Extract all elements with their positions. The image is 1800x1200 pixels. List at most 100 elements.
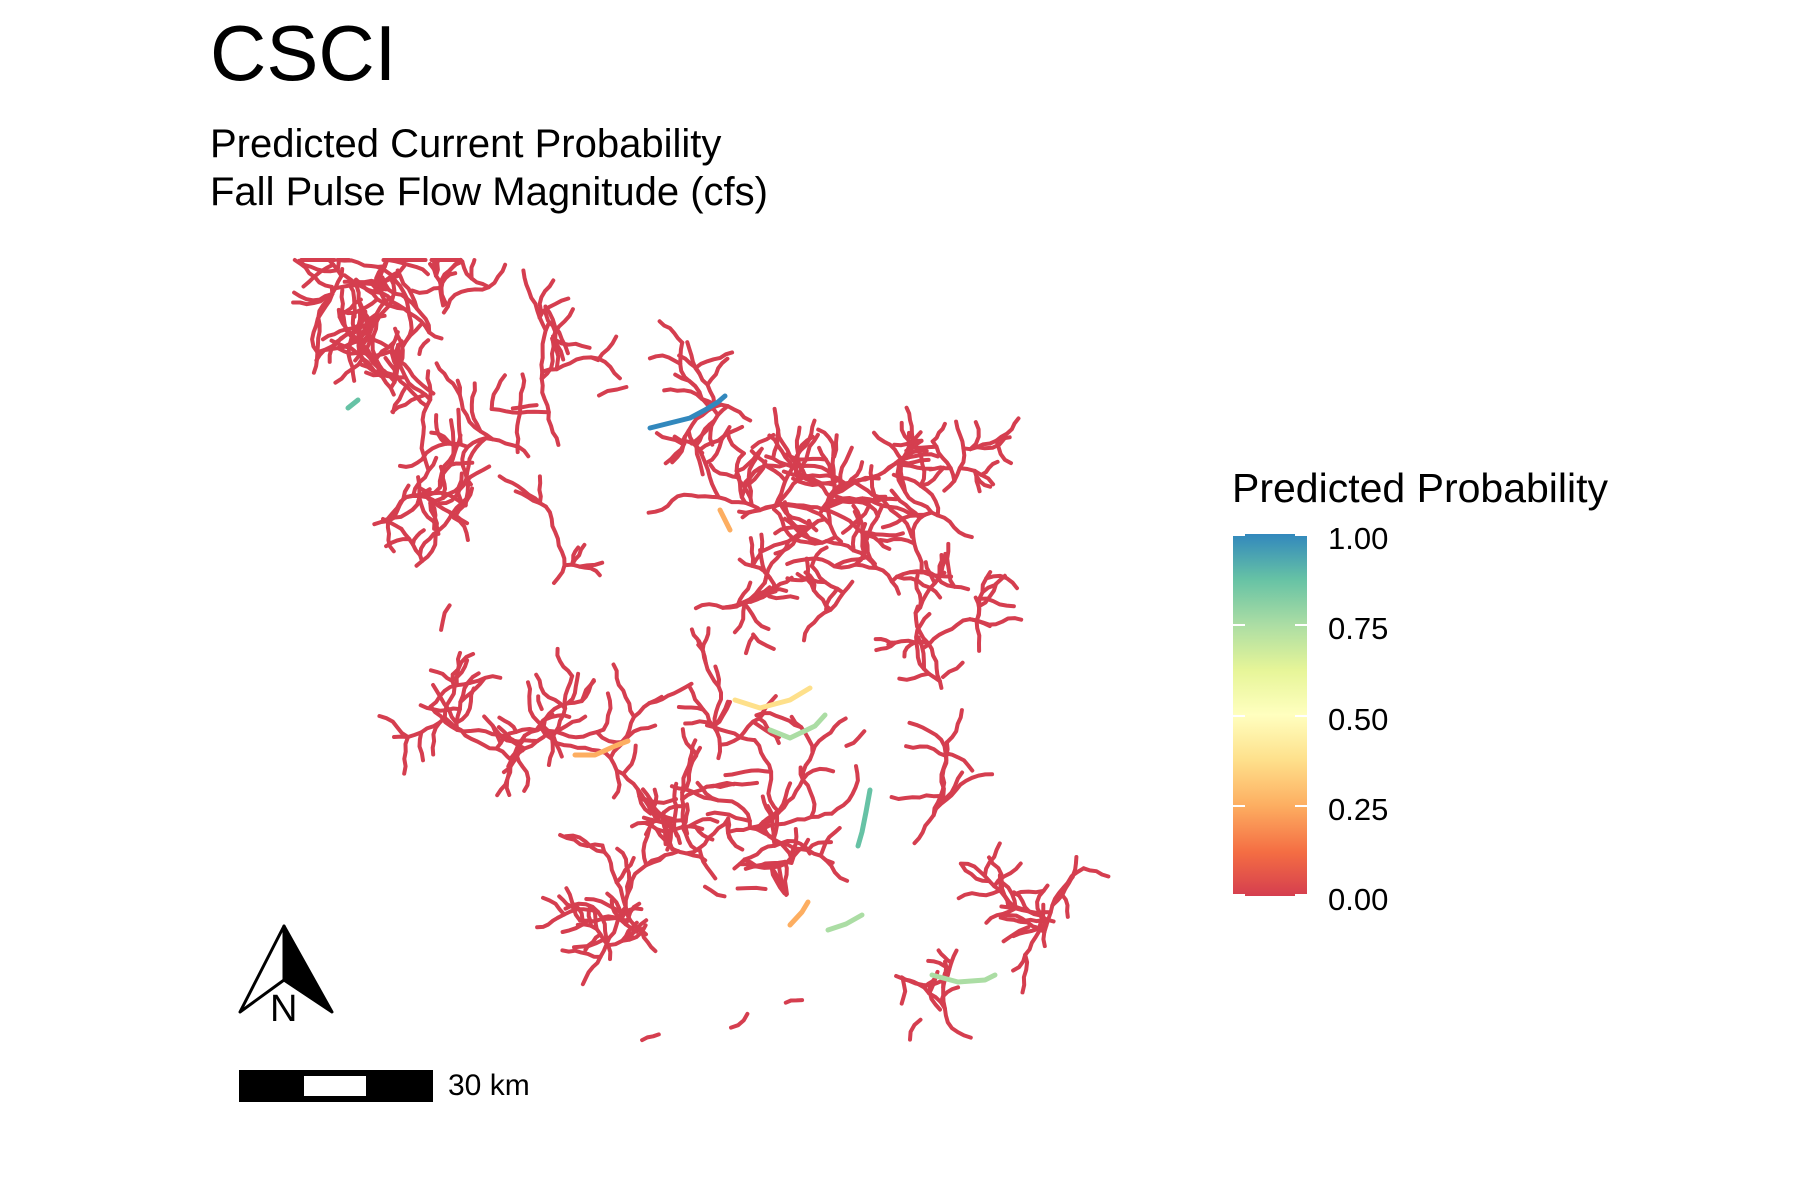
- stream-fragment: [650, 787, 659, 812]
- stream-segment: [539, 726, 606, 740]
- stream-segment: [402, 735, 410, 776]
- stream-segment: [680, 802, 690, 830]
- stream-segment: [410, 285, 444, 295]
- stream-segment: [642, 818, 682, 845]
- stream-segment: [873, 637, 897, 645]
- stream-segment: [402, 293, 414, 343]
- stream-segment: [918, 465, 946, 488]
- stream-segment: [371, 340, 396, 365]
- stream-segment: [717, 711, 766, 747]
- stream-segment: [291, 292, 335, 307]
- stream-fragment: [438, 280, 446, 308]
- stream-segment: [1020, 952, 1030, 995]
- stream-segment: [761, 590, 800, 601]
- stream-segment: [796, 432, 820, 482]
- stream-segment: [449, 418, 456, 446]
- stream-segment: [784, 452, 828, 462]
- stream-segment-high-probability: [732, 685, 813, 711]
- stream-segment: [904, 744, 949, 758]
- stream-segment: [927, 983, 942, 1012]
- stream-segment: [292, 258, 334, 289]
- stream-segment: [824, 858, 850, 883]
- stream-fragment: [908, 1017, 923, 1042]
- stream-segment: [565, 671, 581, 706]
- stream-segment: [386, 258, 430, 277]
- stream-segment: [441, 262, 508, 315]
- stream-segment: [385, 519, 396, 554]
- stream-segment: [396, 358, 436, 396]
- stream-segment: [944, 708, 964, 745]
- stream-segment: [992, 861, 1023, 889]
- stream-segment: [646, 492, 760, 515]
- stream-segment: [398, 457, 425, 469]
- stream-segment: [785, 556, 901, 596]
- stream-segment: [456, 407, 463, 447]
- stream-segment: [504, 763, 513, 797]
- stream-segment: [705, 723, 757, 743]
- stream-segment: [418, 703, 462, 713]
- legend-label-0-25: 0.25: [1328, 792, 1389, 827]
- stream-segment: [379, 487, 432, 524]
- stream-segment: [984, 906, 1018, 925]
- stream-fragment: [703, 884, 727, 899]
- stream-segment: [798, 418, 817, 453]
- stream-segment: [600, 843, 628, 910]
- stream-fragment: [832, 433, 839, 459]
- stream-segment: [579, 679, 596, 703]
- stream-segment: [611, 662, 637, 719]
- stream-segment: [439, 258, 463, 283]
- stream-segment: [430, 720, 442, 757]
- stream-segment: [943, 751, 975, 773]
- stream-fragment: [783, 998, 805, 1005]
- stream-segment: [391, 384, 409, 415]
- stream-segment: [895, 438, 924, 495]
- stream-segment: [725, 780, 759, 788]
- stream-segment: [897, 671, 931, 682]
- stream-segment: [301, 262, 336, 289]
- stream-fragment: [597, 385, 629, 398]
- stream-segment: [767, 433, 794, 471]
- stream-segment: [577, 564, 602, 578]
- stream-segment: [657, 319, 685, 345]
- stream-segment: [570, 542, 587, 567]
- stream-segment: [458, 676, 487, 704]
- stream-segment: [640, 929, 658, 954]
- stream-segment: [752, 738, 781, 815]
- stream-segment: [537, 278, 556, 320]
- stream-segment: [496, 725, 527, 751]
- stream-segment: [390, 392, 428, 414]
- stream-segment: [762, 539, 791, 585]
- stream-segment: [723, 768, 774, 778]
- stream-segment: [375, 265, 410, 301]
- north-arrow-letter: N: [270, 988, 298, 1030]
- stream-segment: [761, 819, 776, 842]
- stream-segment: [687, 738, 698, 769]
- legend-tick: [1295, 534, 1307, 536]
- stream-segment: [959, 862, 992, 884]
- stream-segment: [894, 574, 943, 600]
- stream-segment: [410, 475, 422, 512]
- stream-segment: [749, 449, 788, 483]
- stream-segment: [320, 323, 361, 342]
- stream-segment: [392, 483, 411, 520]
- stream-segment: [395, 268, 419, 311]
- stream-segment: [754, 711, 804, 730]
- stream-segment: [469, 381, 483, 434]
- stream-segment: [563, 833, 607, 854]
- stream-segment: [1016, 917, 1045, 924]
- stream-segment: [534, 712, 555, 733]
- stream-segment: [621, 743, 638, 776]
- stream-segment: [644, 849, 681, 868]
- legend-tick: [1295, 715, 1307, 717]
- stream-segment: [928, 465, 953, 472]
- stream-segment: [782, 500, 817, 546]
- stream-segment: [958, 861, 1011, 904]
- stream-segment: [864, 503, 885, 542]
- stream-segment: [442, 715, 515, 764]
- stream-segment: [773, 473, 843, 508]
- stream-segment: [693, 825, 715, 842]
- stream-segment: [783, 859, 789, 896]
- stream-segment: [735, 580, 753, 608]
- legend-label-0-50: 0.50: [1328, 702, 1389, 737]
- stream-segment: [850, 509, 861, 553]
